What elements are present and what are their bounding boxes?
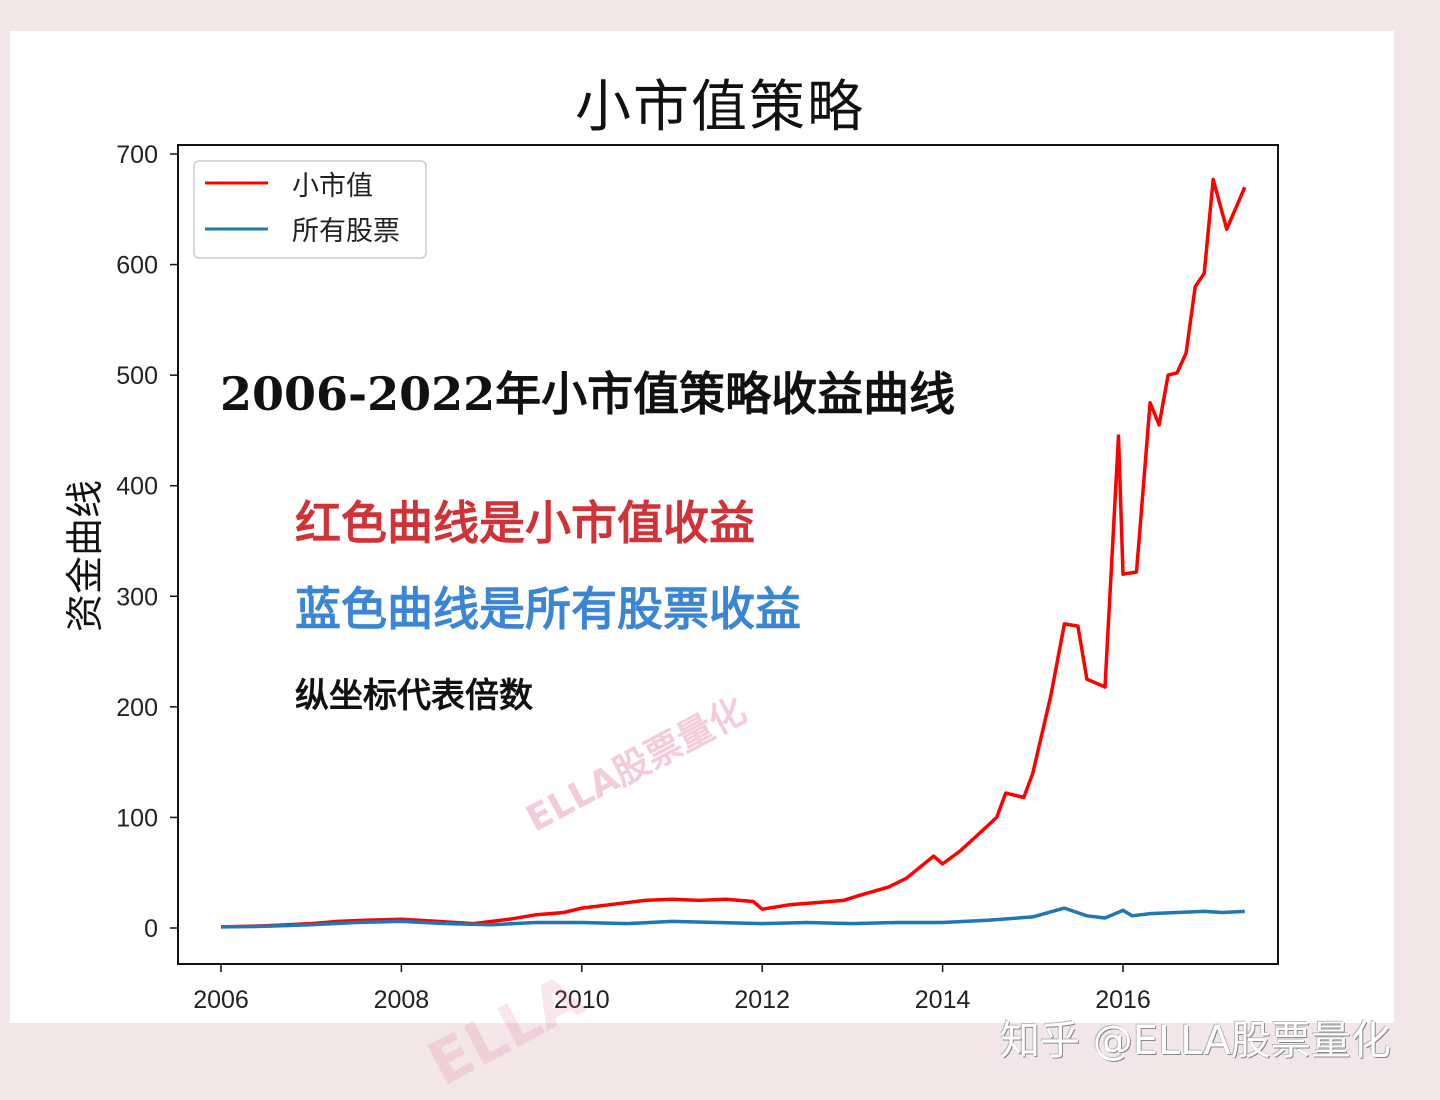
blue-curve-note: 蓝色曲线是所有股票收益: [295, 582, 801, 636]
x-axis: 2006 2008 2010 2012 2014 2016: [193, 964, 1151, 1014]
all-stocks-line: [220, 906, 1245, 929]
x-tick-label: 2010: [554, 986, 610, 1014]
y-tick-label: 700: [116, 141, 158, 169]
y-tick-label: 600: [116, 252, 158, 280]
headline-annotation: 2006-2022年小市值策略收益曲线: [220, 367, 956, 421]
legend-label-small-cap: 小市值: [292, 171, 373, 202]
x-tick-label: 2006: [193, 986, 249, 1014]
y-tick-label: 400: [116, 473, 158, 501]
y-tick-label: 300: [116, 583, 158, 611]
x-tick-label: 2008: [374, 986, 430, 1014]
x-tick-label: 2012: [734, 986, 790, 1014]
axis-note: 纵坐标代表倍数: [295, 676, 533, 716]
y-tick-label: 200: [116, 694, 158, 722]
y-tick-label: 100: [116, 804, 158, 832]
y-tick-label: 500: [116, 362, 158, 390]
y-tick-label: 0: [144, 915, 158, 943]
y-axis-label: 资金曲线: [63, 480, 107, 632]
legend-label-all-stocks: 所有股票: [292, 216, 400, 247]
small-cap-line: [220, 177, 1247, 929]
y-axis: 0 100 200 300 400 500 600 700: [116, 141, 178, 943]
plot-frame: [177, 144, 1279, 965]
chart-title: 小市值策略: [575, 75, 865, 140]
series-lines: [220, 177, 1247, 929]
x-tick-label: 2014: [915, 986, 971, 1014]
red-curve-note: 红色曲线是小市值收益: [295, 496, 755, 550]
zhihu-credit: 知乎 @ELLA股票量化: [1000, 1018, 1391, 1064]
legend: 小市值 所有股票: [193, 160, 427, 259]
x-tick-label: 2016: [1095, 986, 1151, 1014]
